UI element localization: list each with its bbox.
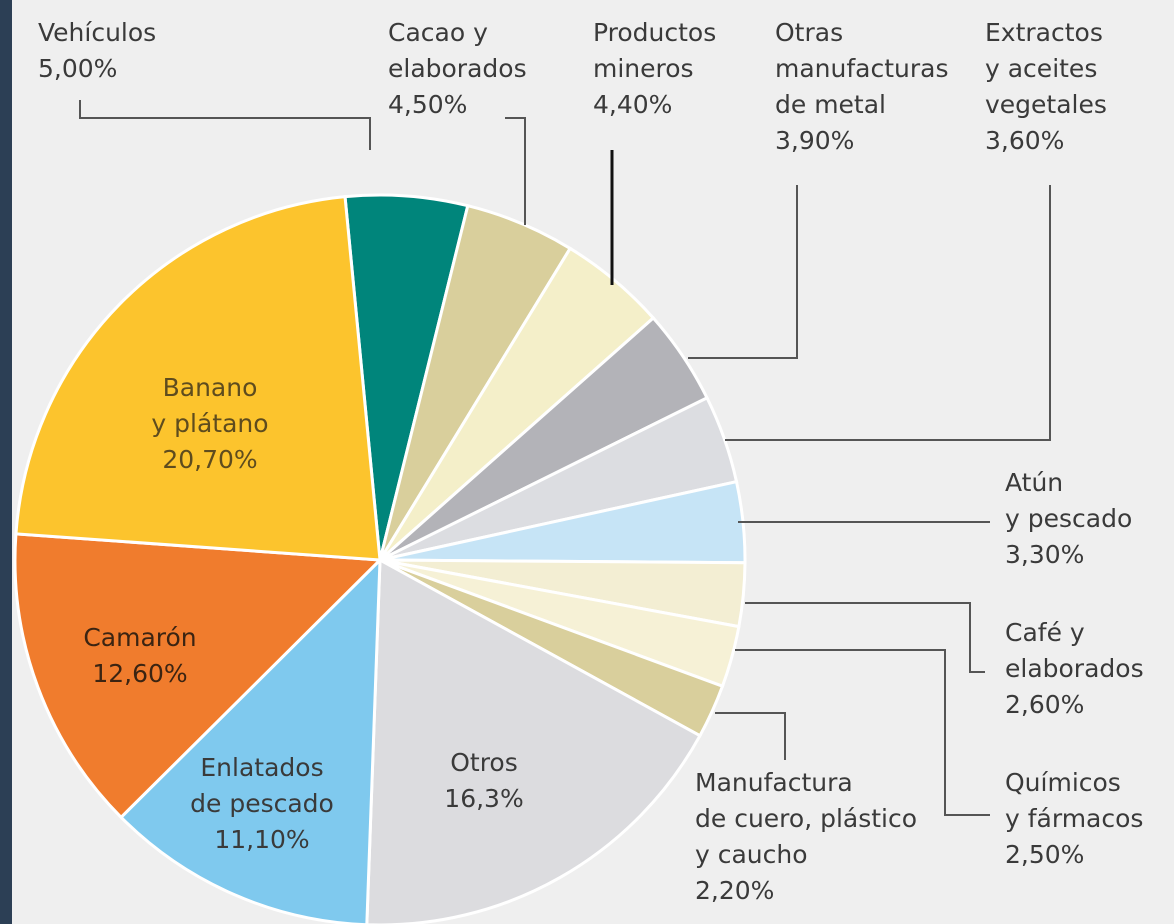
value-label: 3,30%	[1005, 540, 1085, 569]
value-label: 3,90%	[775, 126, 855, 155]
pie-slice	[365, 557, 702, 924]
category-label: Enlatados de pescado	[190, 753, 334, 818]
leader-line	[745, 602, 985, 673]
slice-label: Atún y pescado 3,30%	[1005, 465, 1132, 573]
category-label: Cacao y elaborados	[388, 18, 527, 83]
value-label: 16,3%	[444, 784, 524, 813]
leader-line	[79, 100, 371, 150]
pie-slice	[13, 532, 384, 820]
value-label: 2,20%	[695, 876, 775, 905]
category-label: Banano y plátano	[151, 373, 269, 438]
slice-label: Café y elaborados 2,60%	[1005, 615, 1144, 723]
pie-slice	[118, 556, 382, 924]
leader-lines	[79, 100, 1051, 816]
slice-label: Banano y plátano 20,70%	[151, 370, 268, 478]
category-label: Atún y pescado	[1005, 468, 1133, 533]
category-label: Otras manufacturas de metal	[775, 18, 949, 119]
slice-label: Otras manufacturas de metal 3,90%	[775, 15, 949, 159]
category-label: Manufactura de cuero, plástico y caucho	[695, 768, 918, 869]
value-label: 12,60%	[92, 659, 188, 688]
slice-label: Enlatados de pescado 11,10%	[190, 750, 334, 858]
leader-line	[688, 185, 798, 359]
slice-label: Camarón 12,60%	[83, 620, 196, 692]
side-strip	[0, 0, 12, 924]
leader-line	[725, 185, 1051, 441]
slice-label: Vehículos 5,00%	[38, 15, 156, 87]
slices	[13, 193, 747, 924]
category-label: Otros	[450, 748, 518, 777]
category-label: Café y elaborados	[1005, 618, 1144, 683]
slice-label: Cacao y elaborados 4,50%	[388, 15, 527, 123]
value-label: 4,40%	[593, 90, 673, 119]
slice-label: Químicos y fármacos 2,50%	[1005, 765, 1143, 873]
value-label: 4,50%	[388, 90, 468, 119]
value-label: 5,00%	[38, 54, 118, 83]
slice-label: Manufactura de cuero, plástico y caucho 2…	[695, 765, 917, 909]
value-label: 3,60%	[985, 126, 1065, 155]
category-label: Químicos y fármacos	[1005, 768, 1144, 833]
slice-label: Productos mineros 4,40%	[593, 15, 716, 123]
value-label: 2,50%	[1005, 840, 1085, 869]
category-label: Camarón	[83, 623, 197, 652]
slice-label: Extractos y aceites vegetales 3,60%	[985, 15, 1107, 159]
leader-line	[505, 117, 526, 225]
leader-line	[715, 712, 786, 760]
category-label: Extractos y aceites vegetales	[985, 18, 1107, 119]
category-label: Productos mineros	[593, 18, 717, 83]
leader-line	[735, 649, 990, 816]
value-label: 2,60%	[1005, 690, 1085, 719]
value-label: 11,10%	[214, 825, 310, 854]
pie-slice	[14, 195, 382, 562]
value-label: 20,70%	[162, 445, 258, 474]
category-label: Vehículos	[38, 18, 157, 47]
slice-label: Otros 16,3%	[444, 745, 523, 817]
